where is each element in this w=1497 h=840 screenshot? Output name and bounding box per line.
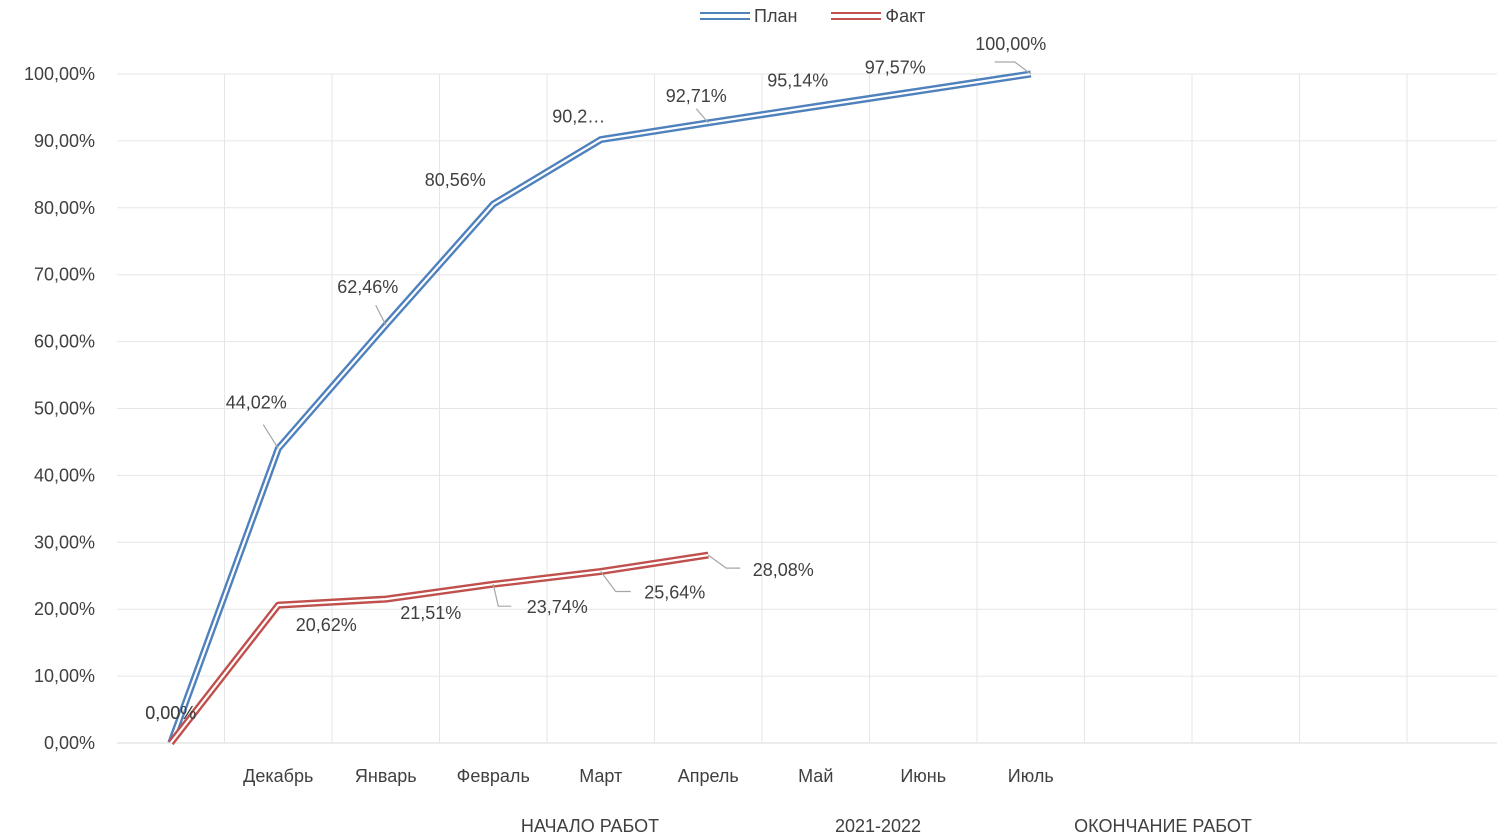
legend-label-fact: Факт xyxy=(885,6,926,26)
data-label-plan: 80,56% xyxy=(425,170,486,190)
y-tick-label: 60,00% xyxy=(34,332,95,352)
x-tick-label: Май xyxy=(798,766,833,786)
data-label-plan: 97,57% xyxy=(865,57,926,77)
data-label-plan: 62,46% xyxy=(337,277,398,297)
x-tick-label: Июль xyxy=(1008,766,1054,786)
leader-line xyxy=(695,108,709,124)
data-label-fact: 20,62% xyxy=(296,615,357,635)
footer-label-period: 2021-2022 xyxy=(834,816,922,836)
data-label-plan: 95,14% xyxy=(767,71,828,91)
legend-swatch-plan xyxy=(700,12,750,20)
x-tick-label: Июнь xyxy=(900,766,946,786)
leader-line xyxy=(707,554,741,569)
data-label-fact: 0,00% xyxy=(145,703,196,723)
series-line-inner xyxy=(169,554,709,744)
leader-line xyxy=(262,424,279,449)
data-label-fact: 21,51% xyxy=(400,603,461,623)
data-label-plan: 100,00% xyxy=(975,34,1046,54)
y-tick-label: 20,00% xyxy=(34,599,95,619)
leader-line xyxy=(375,304,387,326)
footer-label-end: ОКОНЧАНИЕ РАБОТ xyxy=(1074,816,1252,836)
data-label-plan: 92,71% xyxy=(666,86,727,106)
data-label-plan: 0,00% xyxy=(145,703,196,723)
legend-label-plan: План xyxy=(754,6,798,26)
footer-label-start: НАЧАЛО РАБОТ xyxy=(520,816,660,836)
series-line-inner xyxy=(169,72,1031,744)
y-tick-label: 70,00% xyxy=(34,265,95,285)
y-tick-label: 50,00% xyxy=(34,399,95,419)
legend-swatch-fact xyxy=(831,12,882,20)
y-tick-label: 80,00% xyxy=(34,198,95,218)
data-label-fact: 25,64% xyxy=(644,582,705,602)
x-tick-label: Февраль xyxy=(457,766,530,786)
x-tick-label: Январь xyxy=(355,766,417,786)
data-label-fact: 28,08% xyxy=(753,560,814,580)
legend: План Факт xyxy=(700,6,925,27)
leader-line xyxy=(600,571,631,593)
x-tick-label: Март xyxy=(579,766,622,786)
leader-line xyxy=(994,61,1032,75)
y-tick-label: 100,00% xyxy=(24,64,95,84)
x-tick-label: Апрель xyxy=(678,766,739,786)
y-tick-label: 0,00% xyxy=(44,733,95,753)
data-label-plan: 44,02% xyxy=(226,393,287,413)
legend-item-plan[interactable]: План xyxy=(700,6,797,27)
leader-line xyxy=(492,584,512,607)
data-label-fact: 23,74% xyxy=(527,597,588,617)
y-tick-label: 30,00% xyxy=(34,532,95,552)
legend-item-fact[interactable]: Факт xyxy=(831,6,925,27)
y-tick-label: 40,00% xyxy=(34,465,95,485)
x-tick-label: Декабрь xyxy=(243,766,313,786)
data-label-plan: 90,2… xyxy=(552,107,605,127)
y-tick-label: 90,00% xyxy=(34,131,95,151)
y-tick-label: 10,00% xyxy=(34,666,95,686)
